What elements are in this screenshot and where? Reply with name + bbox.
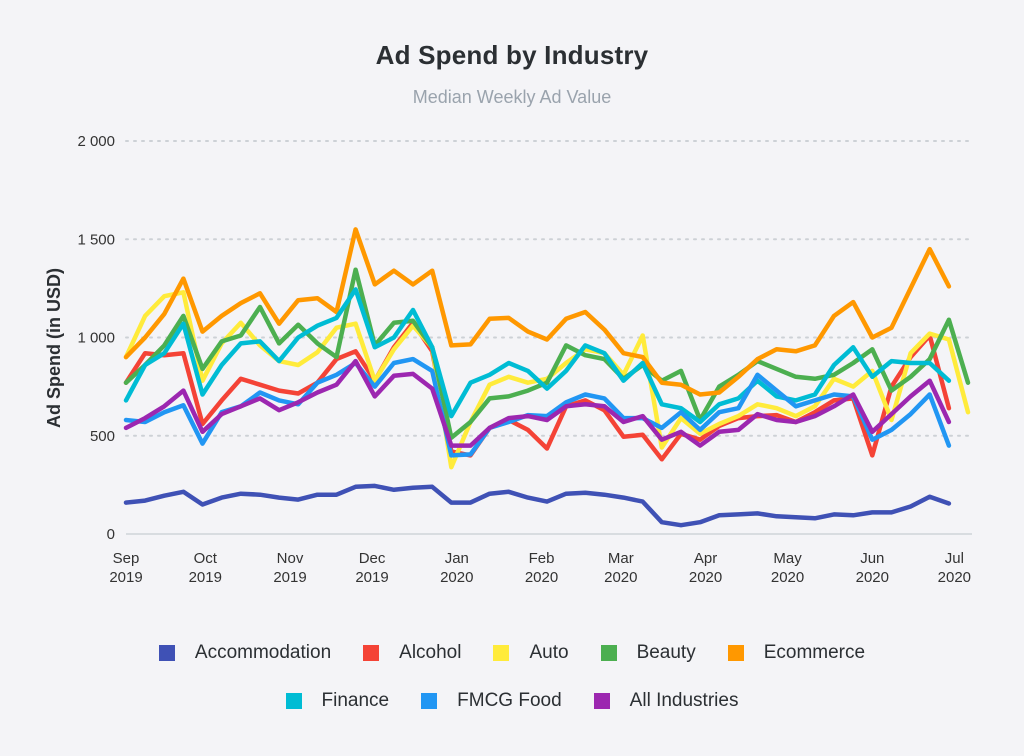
- x-tick-label: Apr: [694, 550, 717, 567]
- x-tick-label: 2019: [273, 569, 306, 586]
- x-tick-label: 2020: [856, 569, 889, 586]
- series-line-alcohol: [123, 320, 952, 462]
- y-tick-labels: 0 500 1 000 1 500 2 000: [77, 133, 115, 543]
- y-axis-label: Ad Spend (in USD): [44, 268, 64, 428]
- chart-title: Ad Spend by Industry: [375, 40, 649, 70]
- legend-row-1: Accommodation Alcohol Auto Beauty Ecommerce: [0, 642, 1024, 664]
- legend-item: All Industries: [593, 690, 739, 712]
- x-tick-label: 2020: [440, 569, 473, 586]
- x-tick-label: Jul: [945, 550, 964, 567]
- legend-label: Alcohol: [399, 642, 462, 663]
- y-tick-label: 1 500: [77, 231, 115, 248]
- legend-item: FMCG Food: [421, 690, 562, 712]
- series-line-all-industries: [123, 358, 952, 448]
- legend-swatch: [421, 693, 438, 709]
- series-lines: [123, 227, 971, 528]
- x-tick-label: Jun: [860, 550, 884, 567]
- x-tick-label: Jan: [445, 550, 469, 567]
- x-tick-label: 2020: [771, 569, 804, 586]
- x-tick-label: 2019: [189, 569, 222, 586]
- legend-swatch: [363, 645, 380, 661]
- y-tick-label: 1 000: [77, 330, 115, 347]
- legend-item: Ecommerce: [727, 642, 866, 664]
- x-tick-label: 2020: [525, 569, 558, 586]
- series-line-accommodation: [123, 483, 952, 528]
- x-tick-label: 2020: [938, 569, 971, 586]
- legend-label: Finance: [321, 690, 390, 711]
- series-line-fmcg-food: [123, 356, 952, 458]
- x-tick-label: 2020: [689, 569, 722, 586]
- legend-label: Auto: [529, 642, 569, 663]
- legend-item: Auto: [493, 642, 569, 664]
- legend-swatch: [158, 645, 175, 661]
- x-tick-label: Mar: [608, 550, 634, 567]
- legend-item: Beauty: [600, 642, 696, 664]
- y-tick-label: 2 000: [77, 133, 115, 150]
- legend-item: Accommodation: [158, 642, 332, 664]
- series-line-ecommerce: [123, 227, 952, 397]
- x-tick-label: Oct: [194, 550, 218, 567]
- legend-label: Accommodation: [194, 642, 332, 663]
- legend-item: Alcohol: [363, 642, 461, 664]
- x-tick-label: May: [773, 550, 802, 567]
- y-tick-label: 0: [107, 526, 115, 543]
- x-tick-label: Feb: [529, 550, 555, 567]
- legend-swatch: [493, 645, 510, 661]
- series-line-finance: [123, 287, 952, 425]
- legend-swatch: [593, 693, 610, 709]
- chart-subtitle: Median Weekly Ad Value: [412, 87, 612, 107]
- legend-item: Finance: [285, 690, 390, 712]
- x-tick-label: Dec: [359, 550, 386, 567]
- y-tick-label: 500: [90, 428, 115, 445]
- legend-label: FMCG Food: [457, 690, 562, 711]
- legend-swatch: [727, 645, 744, 661]
- x-tick-label: Sep: [113, 550, 140, 567]
- x-tick-label: Nov: [277, 550, 304, 567]
- x-tick-labels: Sep 2019 Oct 2019 Nov 2019 Dec 2019 Jan 2020 Feb 20…: [109, 550, 971, 586]
- x-tick-label: 2019: [355, 569, 388, 586]
- x-tick-label: 2020: [604, 569, 637, 586]
- legend-label: All Industries: [629, 690, 739, 711]
- legend-swatch: [600, 645, 617, 661]
- legend-label: Ecommerce: [763, 642, 866, 663]
- x-tick-label: 2019: [109, 569, 142, 586]
- legend-label: Beauty: [636, 642, 696, 663]
- legend-swatch: [285, 693, 302, 709]
- legend-row-2: Finance FMCG Food All Industries: [0, 690, 1024, 712]
